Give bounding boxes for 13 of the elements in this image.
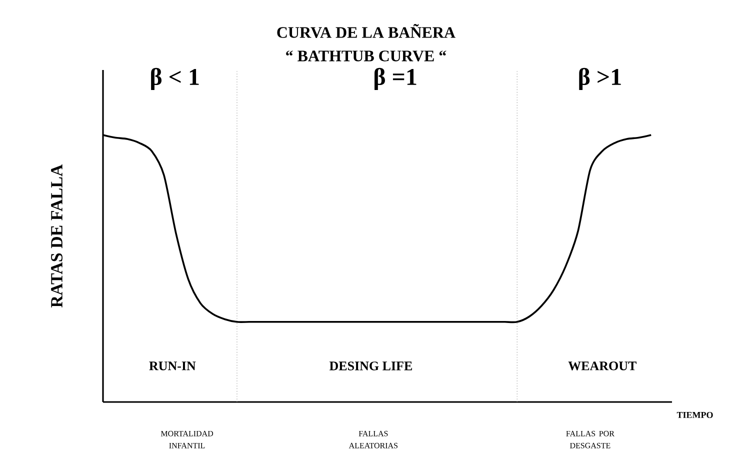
- text: FALLAS ALEATORIAS: [348, 430, 398, 448]
- text: FALLAS POR DESGASTE: [566, 430, 614, 448]
- annotation: DESING LIFE: [329, 362, 412, 370]
- annotation: RUN-IN: [149, 362, 196, 370]
- y-axis-title: RATAS DE FALLA: [51, 164, 62, 308]
- text: MORTALIDAD INFANTIL: [160, 430, 214, 448]
- text: β >1: [579, 68, 621, 90]
- annotation: WEAROUT: [568, 362, 636, 370]
- x-axis-title: TIEMPO: [676, 412, 713, 418]
- text: β =1: [374, 68, 416, 90]
- chart-title: CURVA DE LA BAÑERA: [277, 24, 456, 38]
- text: β < 1: [151, 68, 199, 90]
- chart-subtitle: “ BATHTUB CURVE “: [286, 50, 446, 62]
